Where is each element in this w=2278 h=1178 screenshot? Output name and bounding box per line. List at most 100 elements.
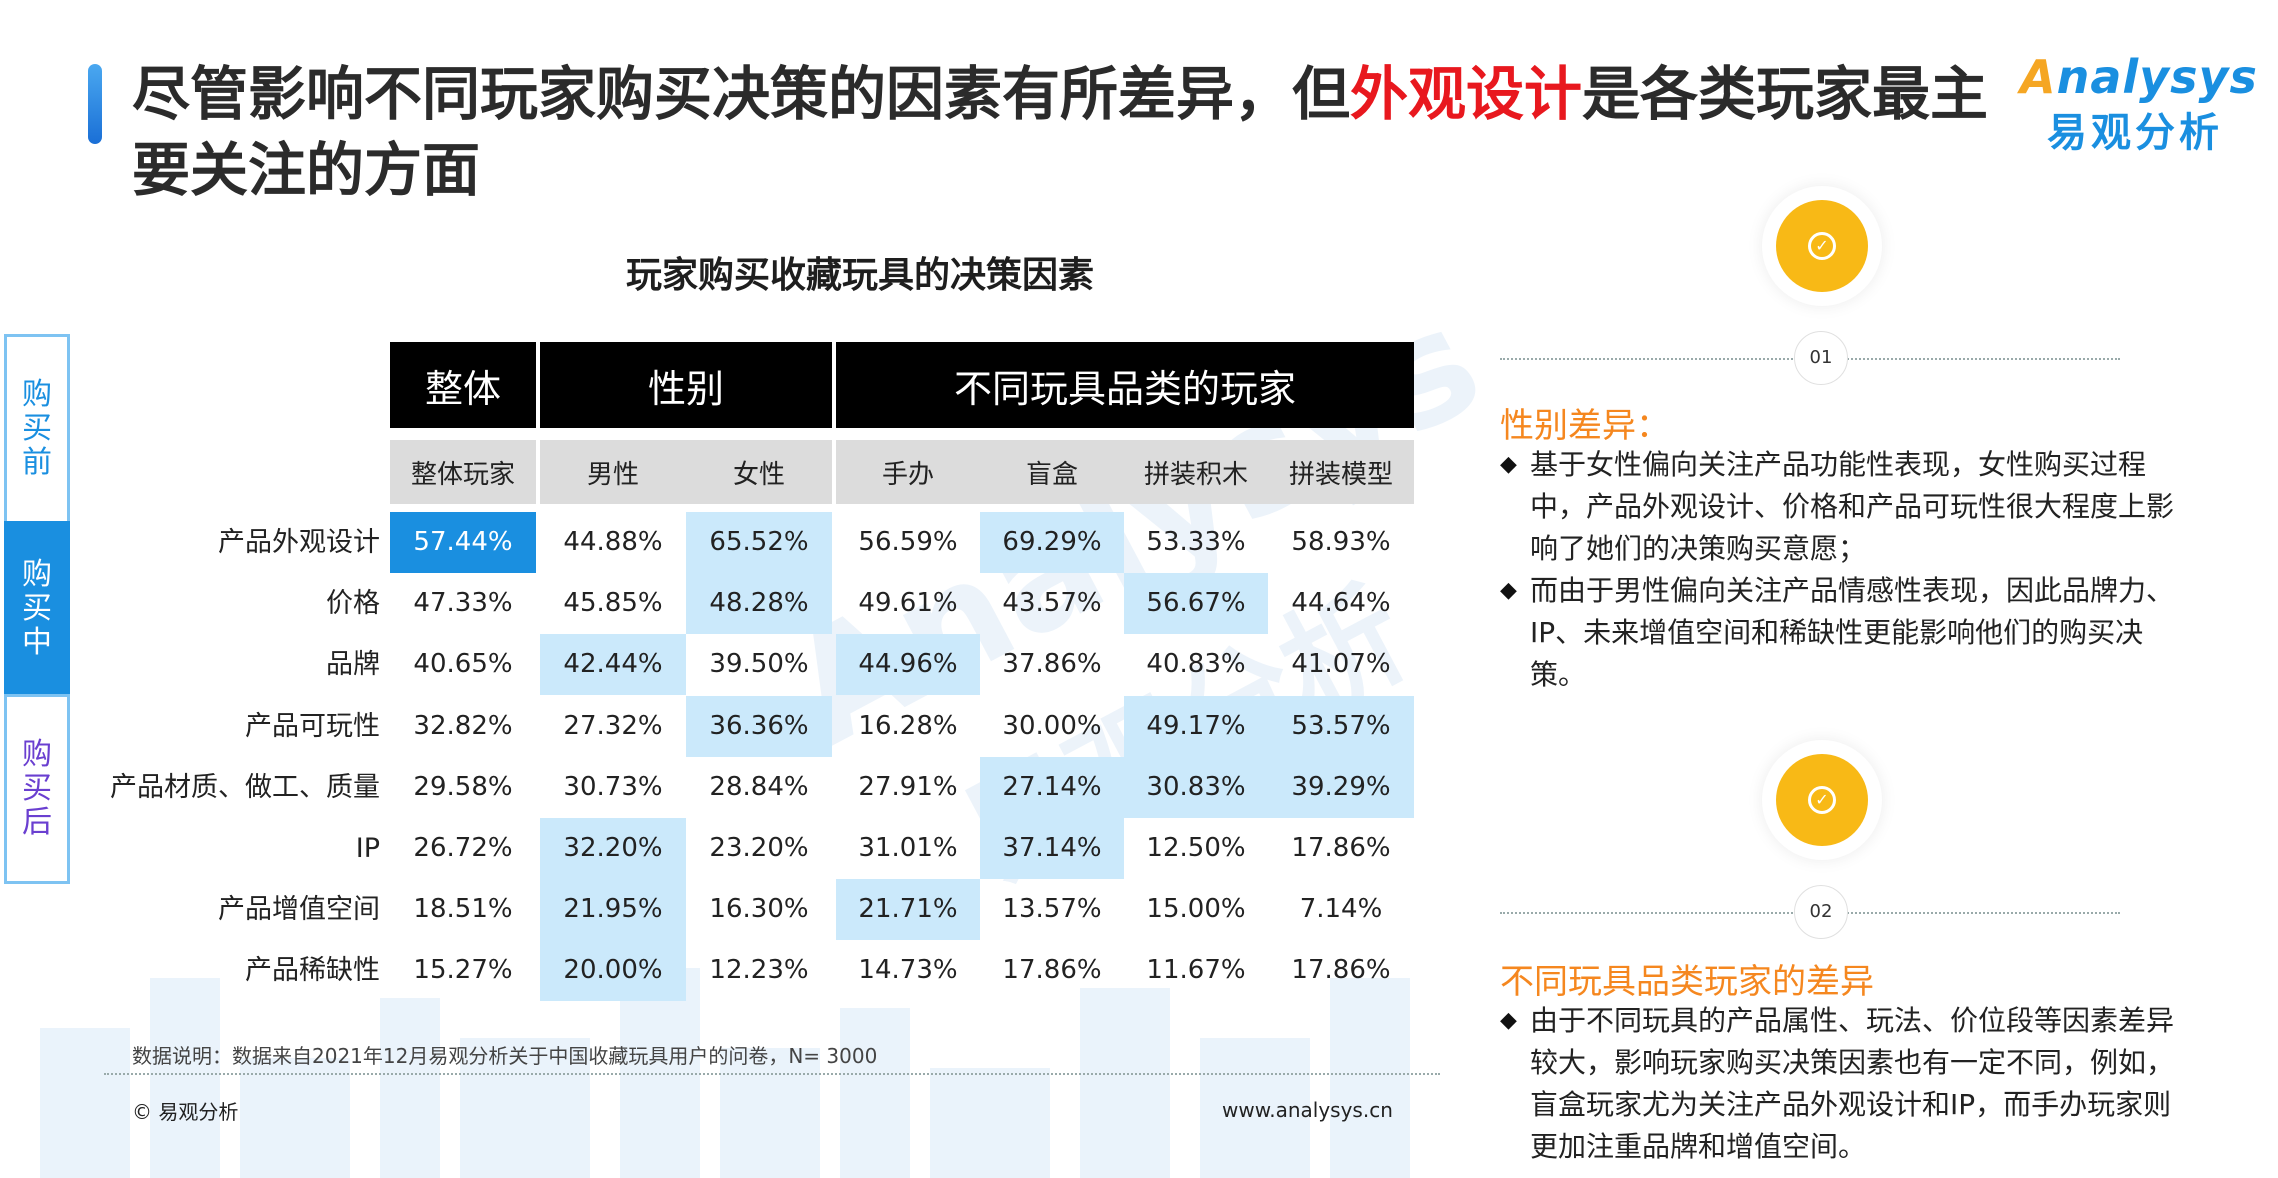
row-label: 产品增值空间 xyxy=(218,894,380,926)
table-cell: 26.72% xyxy=(413,833,513,863)
column-header: 手办 xyxy=(836,440,980,504)
website-link[interactable]: www.analysys.cn xyxy=(1222,1098,1393,1122)
table-cell: 16.30% xyxy=(709,894,809,925)
column-header: 拼装模型 xyxy=(1268,440,1414,504)
row-label: 产品外观设计 xyxy=(218,527,380,558)
table-cell: 42.44% xyxy=(540,634,686,696)
table-cell: 32.82% xyxy=(413,710,513,741)
table-cell: 17.86% xyxy=(1002,955,1102,986)
table-cell: 18.51% xyxy=(413,894,513,925)
table-cell: 27.14% xyxy=(980,756,1124,818)
row-label: IP xyxy=(355,833,380,864)
side-tab-during-purchase[interactable]: 购买中 xyxy=(4,521,70,697)
title-part-1: 尽管影响不同玩家购买决策的因素有所差异，但 xyxy=(132,60,1351,128)
diamond-icon: ◆ xyxy=(1500,578,1517,603)
table-cell: 23.20% xyxy=(709,833,809,863)
bullet-item: ◆ 而由于男性偏向关注产品情感性表现，因此品牌力、IP、未来增值空间和稀缺性更能影… xyxy=(1500,570,2180,696)
check-icon: ✓ xyxy=(1808,786,1836,814)
table-cell: 27.32% xyxy=(563,710,663,741)
column-header: 整体玩家 xyxy=(390,440,536,504)
logo-chinese: 易观分析 xyxy=(2047,110,2223,156)
table-cell: 12.23% xyxy=(709,955,809,986)
table-cell: 29.58% xyxy=(413,771,513,802)
check-icon: ✓ xyxy=(1808,232,1836,260)
section-1-badge: ✓ xyxy=(1762,186,1882,306)
table-cell: 11.67% xyxy=(1146,955,1246,986)
table-cell: 27.91% xyxy=(858,771,958,802)
table-cell: 39.50% xyxy=(709,649,809,680)
table-cell: 30.00% xyxy=(1002,710,1102,741)
table-cell: 69.29% xyxy=(980,512,1124,573)
diamond-icon: ◆ xyxy=(1500,452,1517,477)
table-cell: 48.28% xyxy=(686,573,832,635)
group-header-gender: 性别 xyxy=(540,342,832,428)
table-cell: 56.67% xyxy=(1124,573,1268,635)
table-cell: 65.52% xyxy=(686,512,832,573)
row-label: 产品可玩性 xyxy=(245,710,380,742)
table-cell: 47.33% xyxy=(413,588,513,619)
table-cell: 53.57% xyxy=(1268,695,1414,757)
diamond-icon: ◆ xyxy=(1500,1008,1517,1033)
table-cell: 15.27% xyxy=(413,955,513,986)
table-cell: 49.61% xyxy=(858,588,958,619)
table-cell: 53.33% xyxy=(1146,527,1246,557)
table-cell: 21.71% xyxy=(836,879,980,941)
table-title: 玩家购买收藏玩具的决策因素 xyxy=(625,255,1094,296)
group-header-overall: 整体 xyxy=(390,342,536,428)
table-cell: 14.73% xyxy=(858,955,958,986)
table-cell: 43.57% xyxy=(1002,588,1102,619)
table-cell: 31.01% xyxy=(858,833,958,863)
table-cell: 40.83% xyxy=(1146,649,1246,680)
title-highlight: 外观设计 xyxy=(1350,60,1583,128)
section-2-number: 02 xyxy=(1794,885,1848,939)
table-cell: 40.65% xyxy=(413,649,513,680)
table-cell: 36.36% xyxy=(686,695,832,757)
row-label: 价格 xyxy=(326,588,380,620)
section-1-bullets: ◆ 基于女性偏向关注产品功能性表现，女性购买过程中，产品外观设计、价格和产品可玩性… xyxy=(1500,444,2180,696)
bullet-item: ◆ 由于不同玩具的产品属性、玩法、价位段等因素差异较大，影响玩家购买决策因素也有一… xyxy=(1500,1000,2180,1168)
table-cell: 39.29% xyxy=(1268,756,1414,818)
section-2-title: 不同玩具品类玩家的差异 xyxy=(1500,962,1874,1002)
copyright: © 易观分析 xyxy=(132,1100,239,1124)
section-1-title: 性别差异： xyxy=(1500,406,1670,446)
table-cell: 21.95% xyxy=(540,879,686,941)
table-cell: 57.44% xyxy=(390,512,536,573)
section-2-badge: ✓ xyxy=(1762,740,1882,860)
table-cell: 56.59% xyxy=(858,527,958,557)
table-cell: 20.00% xyxy=(540,940,686,1002)
side-tab-before-purchase[interactable]: 购买前 xyxy=(4,334,70,524)
page-title: 尽管影响不同玩家购买决策的因素有所差异，但外观设计是各类玩家最主要关注的方面 xyxy=(132,56,1992,208)
logo-english: Analysys xyxy=(2020,50,2258,104)
table-cell: 16.28% xyxy=(858,710,958,741)
row-label: 产品稀缺性 xyxy=(245,955,380,987)
bullet-item: ◆ 基于女性偏向关注产品功能性表现，女性购买过程中，产品外观设计、价格和产品可玩性… xyxy=(1500,444,2180,570)
table-cell: 44.64% xyxy=(1291,588,1391,619)
row-label: 产品材质、做工、质量 xyxy=(110,771,380,803)
group-header-toy-category: 不同玩具品类的玩家 xyxy=(836,342,1414,428)
table-cell: 41.07% xyxy=(1291,649,1391,680)
title-accent-bar xyxy=(88,64,102,144)
side-nav: 购买前 购买中 购买后 xyxy=(4,334,70,884)
footer-divider xyxy=(104,1073,1440,1075)
table-cell: 15.00% xyxy=(1146,894,1246,925)
table-cell: 49.17% xyxy=(1124,695,1268,757)
row-label: 品牌 xyxy=(326,649,380,681)
table-cell: 12.50% xyxy=(1146,833,1246,863)
table-cell: 45.85% xyxy=(563,588,663,619)
title-part-2: 是各类玩家最主要关注的方面 xyxy=(132,60,1989,204)
table-cell: 13.57% xyxy=(1002,894,1102,925)
table-cell: 17.86% xyxy=(1291,955,1391,986)
column-header: 男性 xyxy=(540,440,686,504)
column-header: 盲盒 xyxy=(980,440,1124,504)
section-2-bullets: ◆ 由于不同玩具的产品属性、玩法、价位段等因素差异较大，影响玩家购买决策因素也有一… xyxy=(1500,1000,2180,1168)
table-cell: 37.14% xyxy=(980,818,1124,879)
column-header: 拼装积木 xyxy=(1124,440,1268,504)
table-cell: 7.14% xyxy=(1299,894,1383,925)
column-header: 女性 xyxy=(686,440,832,504)
table-cell: 30.83% xyxy=(1124,756,1268,818)
table-cell: 28.84% xyxy=(709,771,809,802)
table-cell: 44.96% xyxy=(836,634,980,696)
table-cell: 44.88% xyxy=(563,527,663,557)
data-footnote: 数据说明：数据来自2021年12月易观分析关于中国收藏玩具用户的问卷，N= 30… xyxy=(132,1044,878,1068)
side-tab-after-purchase[interactable]: 购买后 xyxy=(4,694,70,884)
